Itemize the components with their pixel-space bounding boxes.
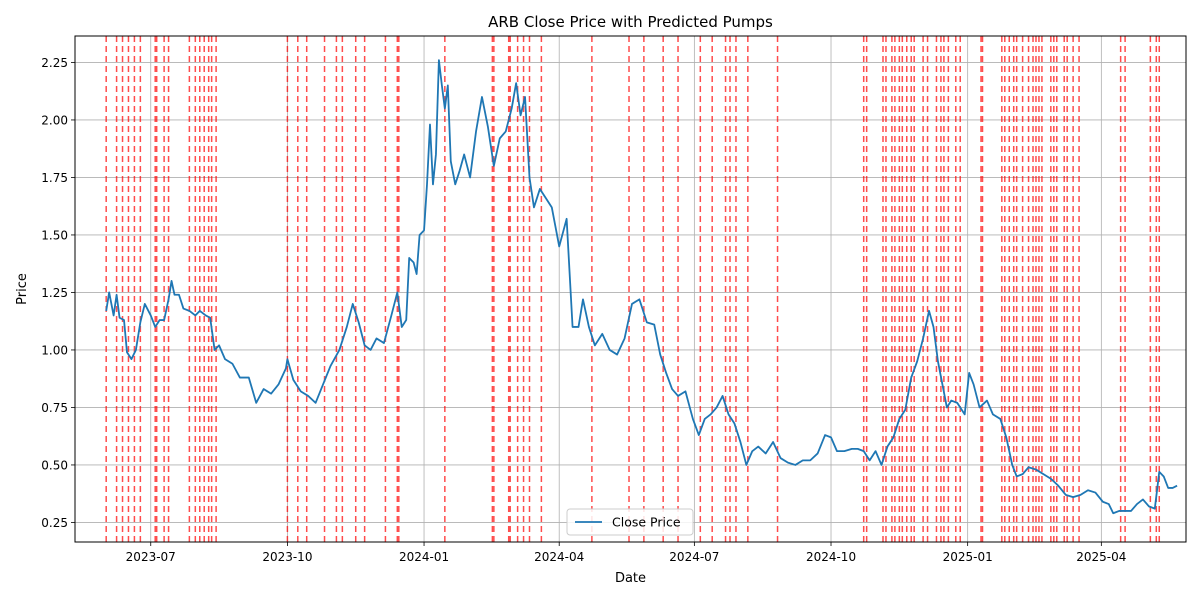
y-axis-ticks: 0.25 0.50 0.75 1.00 1.25 1.50 1.75 2.00 2.25 — [41, 56, 75, 530]
x-tick-label: 2024-04 — [534, 550, 584, 564]
x-tick-label: 2023-10 — [262, 550, 312, 564]
legend-label: Close Price — [612, 515, 681, 530]
x-tick-label: 2023-07 — [126, 550, 176, 564]
y-tick-label: 1.00 — [41, 343, 68, 357]
price-series — [105, 59, 1178, 515]
y-tick-label: 0.25 — [41, 516, 68, 530]
y-tick-label: 1.50 — [41, 228, 68, 242]
plot-frame — [74, 35, 1187, 543]
y-axis-label: Price — [15, 273, 30, 305]
y-tick-label: 1.25 — [41, 286, 68, 300]
pump-markers — [105, 36, 1161, 542]
legend-box — [566, 508, 694, 536]
x-tick-label: 2024-01 — [399, 550, 449, 564]
y-tick-label: 2.25 — [41, 56, 68, 70]
chart-title: ARB Close Price with Predicted Pumps — [488, 13, 773, 31]
x-tick-label: 2025-04 — [1076, 550, 1126, 564]
grid-lines — [75, 36, 1186, 542]
x-axis-label: Date — [615, 571, 646, 586]
y-tick-label: 0.50 — [41, 458, 68, 472]
x-tick-label: 2024-10 — [806, 550, 856, 564]
y-tick-label: 2.00 — [41, 113, 68, 127]
x-tick-label: 2024-07 — [669, 550, 719, 564]
x-tick-label: 2025-01 — [943, 550, 993, 564]
series-line-close-price — [105, 59, 1178, 515]
y-tick-label: 1.75 — [41, 171, 68, 185]
legend: Close Price — [566, 508, 694, 536]
x-axis-ticks: 2023-07 2023-10 2024-01 2024-04 2024-07 2024-… — [126, 542, 1126, 564]
y-tick-label: 0.75 — [41, 401, 68, 415]
